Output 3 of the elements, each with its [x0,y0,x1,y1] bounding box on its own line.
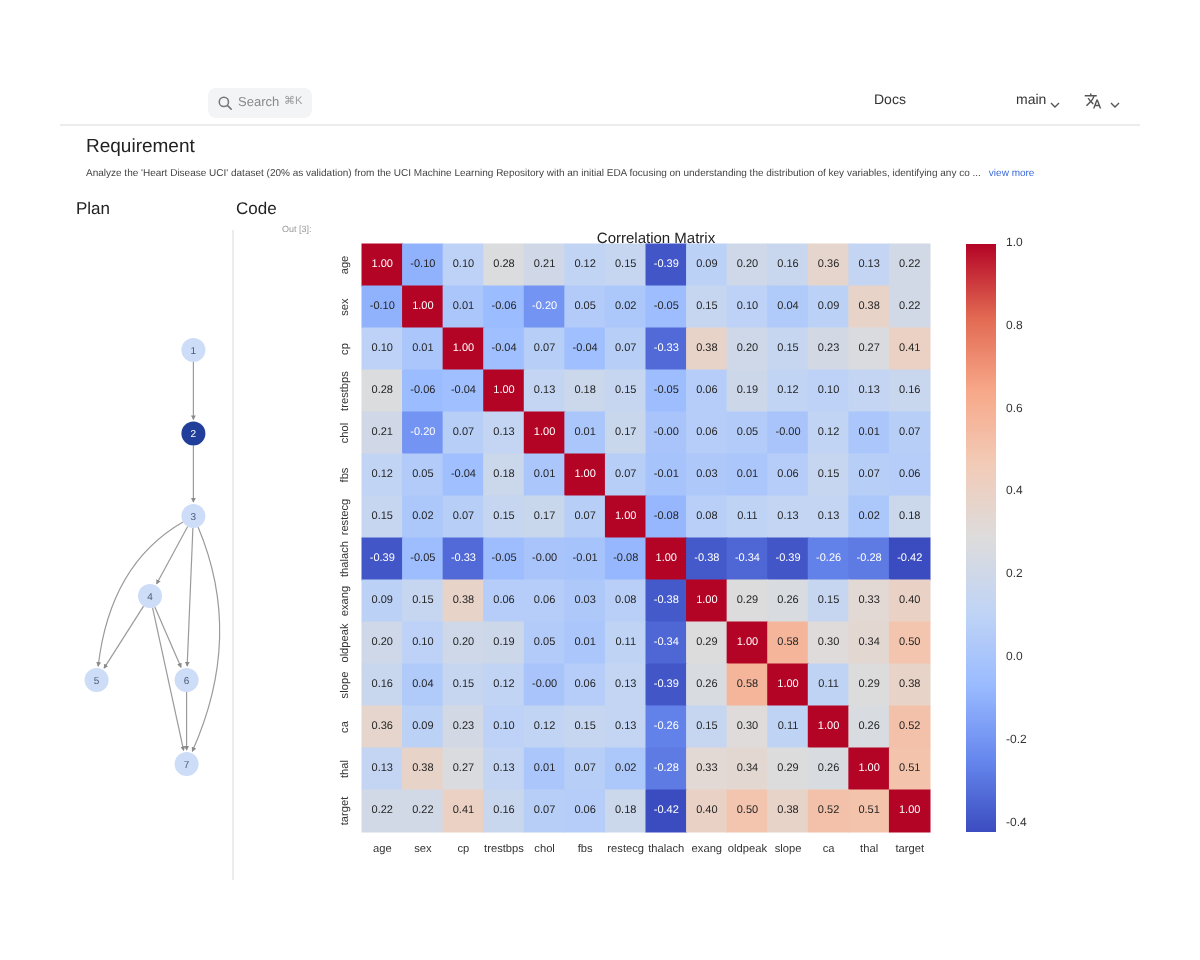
text: Code [236,198,277,219]
text: Plan [76,198,111,219]
text: Requirement [86,136,195,159]
